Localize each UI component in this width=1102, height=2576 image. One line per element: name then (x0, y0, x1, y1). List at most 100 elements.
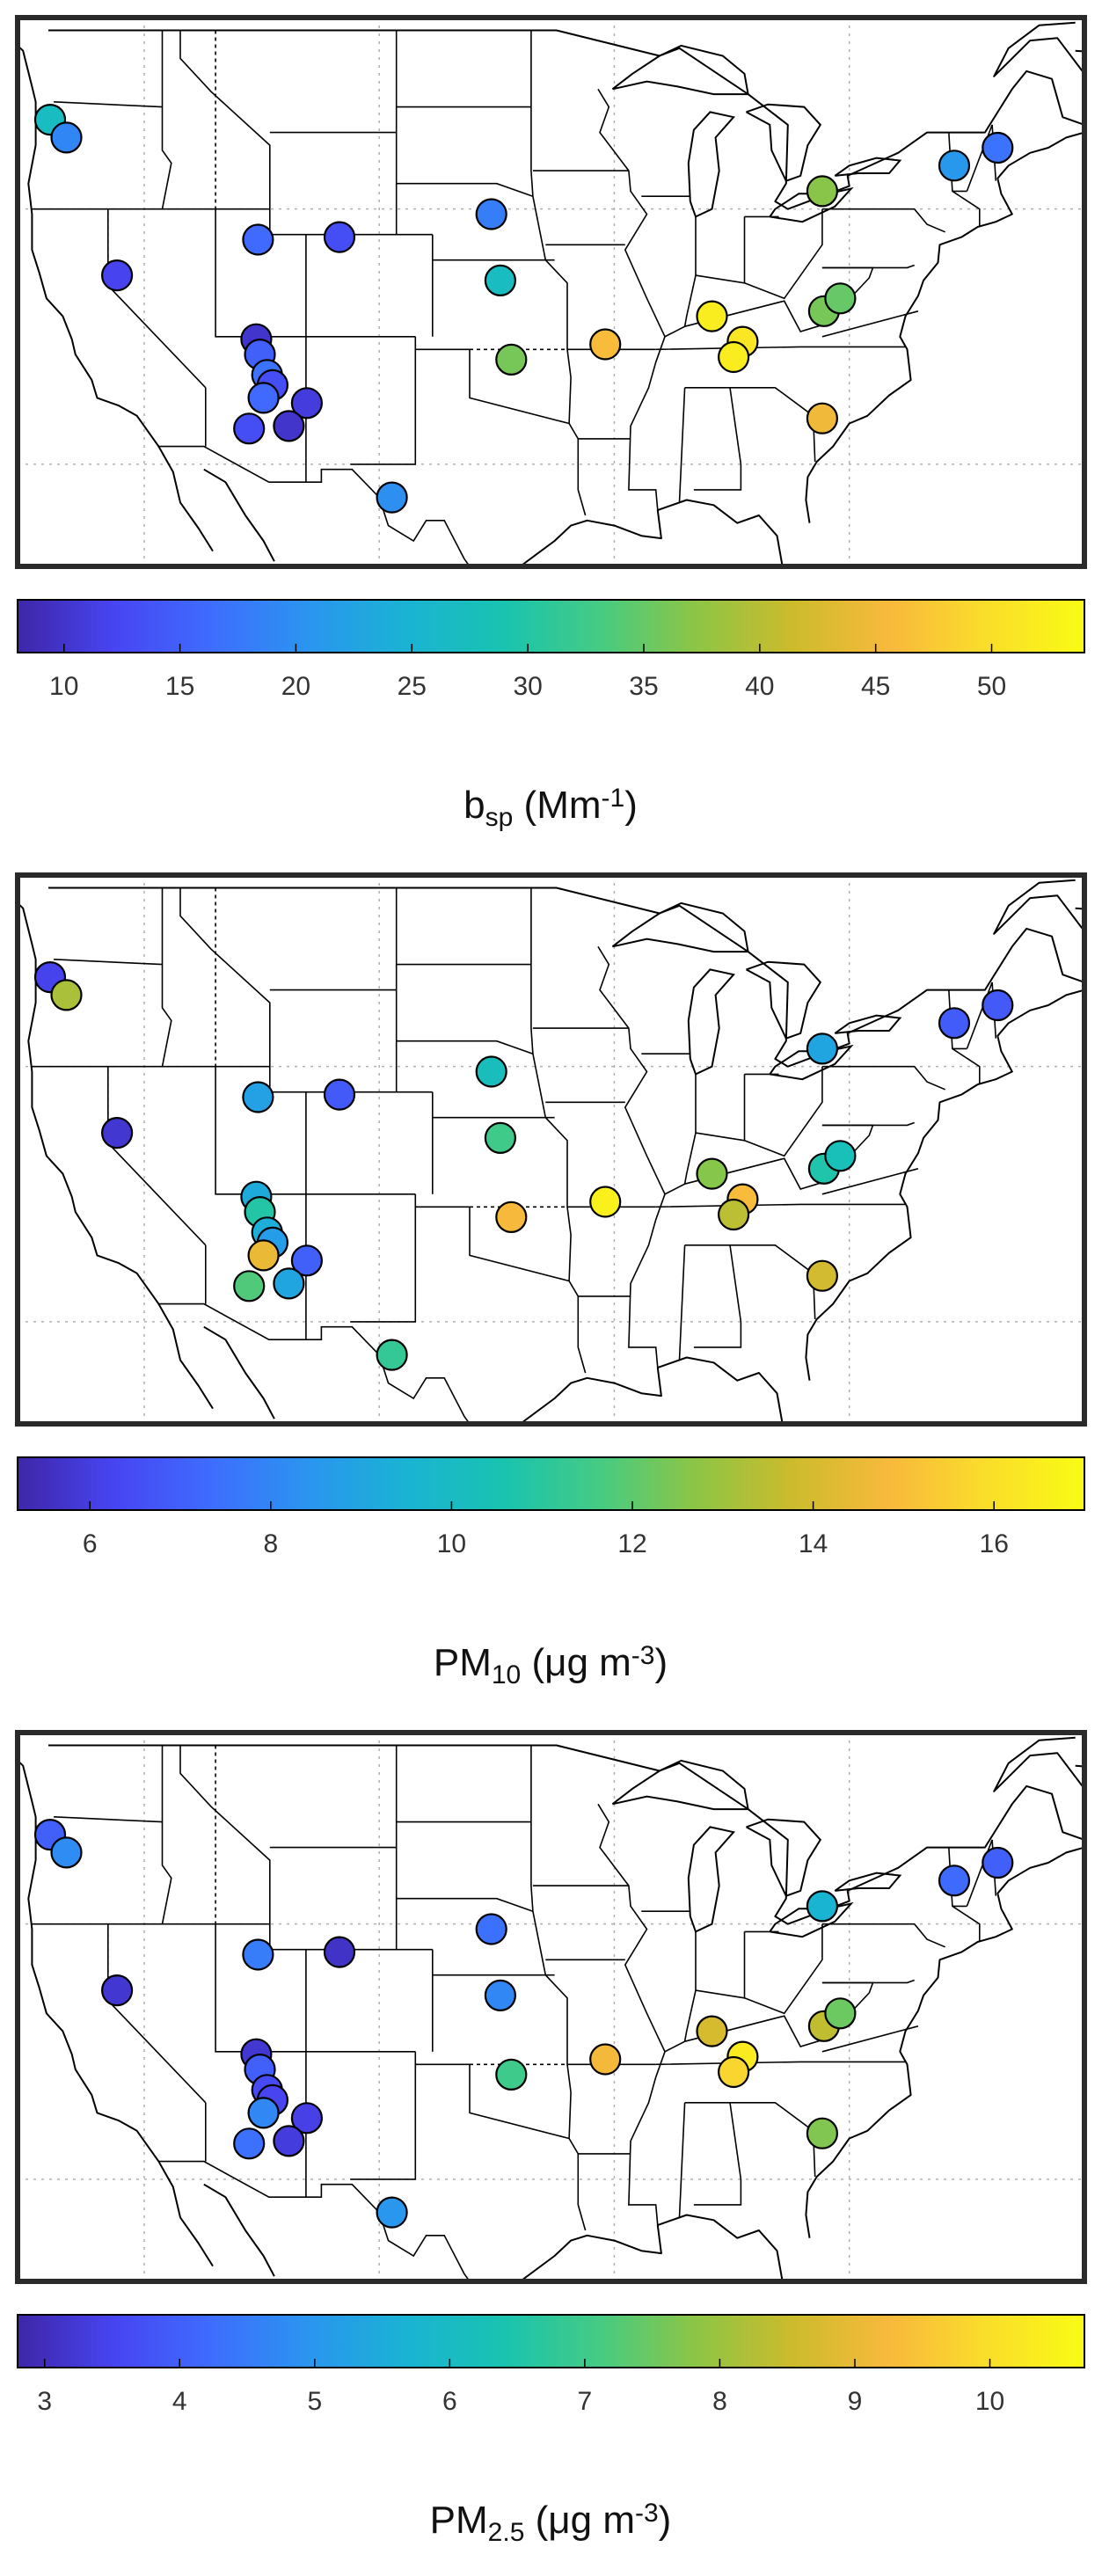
basemap (18, 875, 1084, 1424)
site-marker (101, 259, 134, 292)
label-text: ) (624, 784, 638, 827)
colorbar-tick-label: 15 (165, 672, 194, 701)
colorbar-tick-label: 5 (307, 2387, 322, 2416)
colorbar-tick-label: 7 (578, 2387, 593, 2416)
colorbar-tick-label: 45 (861, 672, 890, 701)
state-border (396, 1040, 534, 1054)
coastline (48, 887, 1084, 1068)
site-marker (717, 2055, 750, 2089)
state-border (678, 387, 686, 503)
state-border (821, 1121, 915, 1127)
state-border (821, 208, 946, 233)
site-marker (589, 1186, 622, 1218)
panel-bsp: 10 15 20 25 30 35 40 45 50 bsp (Mm-1) (0, 0, 1102, 853)
site-marker (242, 1081, 274, 1113)
state-border (350, 2051, 417, 2180)
state-border (396, 182, 534, 197)
site-marker (290, 1244, 323, 1277)
colorbar-tick-label: 40 (745, 672, 774, 701)
state-border (597, 1803, 666, 2226)
colorbar-label: PM2.5 (μg m-3) (430, 2499, 672, 2548)
site-marker (484, 1121, 517, 1154)
site-marker (495, 1200, 528, 1233)
site-marker (233, 1270, 266, 1303)
label-subscript: 10 (492, 1660, 521, 1689)
state-border (678, 1244, 686, 1361)
state-border (158, 2160, 471, 2281)
colorbar-tick-label: 6 (442, 2387, 457, 2416)
state-border (664, 216, 697, 338)
colorbar-tick-label: 8 (263, 1529, 278, 1558)
site-marker (806, 402, 839, 434)
great-lake-outline (834, 1014, 902, 1034)
label-text: b (463, 784, 485, 827)
map-frame (15, 872, 1087, 1427)
site-marker (938, 1864, 971, 1897)
bsp-map-chart: 10 15 20 25 30 35 40 45 50 bsp (Mm-1) (15, 15, 1087, 833)
site-marker (242, 1938, 274, 1971)
map-frame (15, 15, 1087, 569)
coastline (48, 29, 1084, 210)
site-marker (806, 1890, 839, 1923)
site-marker (242, 223, 274, 256)
site-marker (806, 175, 839, 208)
site-marker (273, 410, 305, 442)
great-lake-outline (611, 901, 749, 953)
site-marker (290, 2102, 323, 2135)
site-marker (376, 1339, 408, 1371)
site-marker (50, 121, 83, 154)
state-border (215, 1923, 416, 2053)
coastline (805, 131, 1084, 523)
great-lake-outline (687, 968, 735, 1076)
great-lake-outline (687, 111, 735, 218)
state-border (158, 445, 471, 566)
label-text: (μg m (521, 1641, 631, 1684)
great-lake-outline (834, 1872, 902, 1892)
site-marker (806, 1259, 839, 1292)
state-border (179, 887, 271, 1092)
map-frame (15, 1730, 1087, 2284)
state-border (161, 1745, 172, 1924)
site-marker (982, 989, 1014, 1022)
colorbar-tick-label: 10 (49, 672, 78, 701)
coastline (993, 21, 1084, 77)
great-lake-outline (611, 1759, 749, 1811)
colorbar (17, 2314, 1085, 2368)
state-border (730, 1244, 816, 1320)
site-marker (247, 1239, 280, 1272)
colorbar-tick-label: 9 (848, 2387, 863, 2416)
site-marker (290, 387, 323, 420)
state-border (415, 1206, 570, 1282)
site-marker (484, 1979, 517, 2011)
state-border (664, 1074, 697, 1195)
site-marker (806, 2117, 839, 2149)
panel-pm10: 6 8 10 12 14 16 PM10 (μg m-3) (0, 857, 1102, 1711)
map-background (18, 18, 1084, 566)
site-marker (475, 1055, 507, 1088)
great-lake-outline (746, 960, 822, 1040)
state-border (684, 2102, 742, 2206)
coastline (519, 499, 784, 566)
state-border (161, 30, 172, 209)
state-border (215, 1066, 416, 1195)
site-marker (938, 150, 971, 182)
state-border (821, 310, 919, 338)
state-border (415, 348, 570, 425)
great-lake-outline (834, 157, 902, 177)
coastline (203, 1325, 275, 1419)
great-lake-outline (769, 1044, 854, 1081)
state-border (821, 264, 915, 269)
colorbar-label: bsp (Mm-1) (463, 784, 638, 833)
site-marker (475, 198, 507, 230)
colorbar (17, 1456, 1085, 1511)
state-border (350, 1193, 417, 1323)
coastline (805, 989, 1084, 1381)
site-marker (50, 1836, 83, 1869)
state-border (684, 1244, 742, 1348)
site-markers (33, 104, 1014, 514)
state-border (158, 1303, 471, 1424)
label-superscript: -3 (635, 2499, 659, 2528)
state-border (678, 2102, 686, 2218)
site-markers (33, 1819, 1014, 2229)
colorbar-tick-label: 25 (398, 672, 427, 701)
